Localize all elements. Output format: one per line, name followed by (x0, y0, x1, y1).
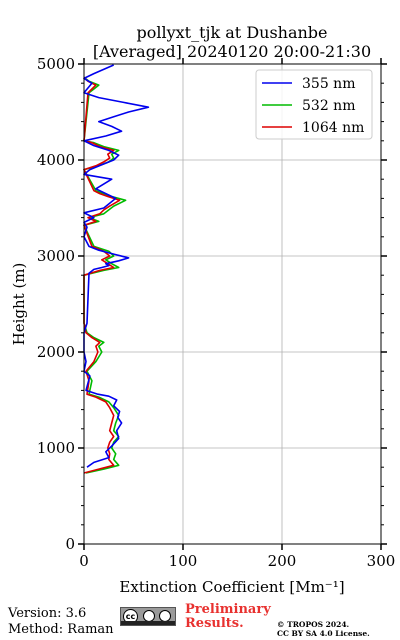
y-tick-label: 0 (65, 535, 75, 553)
y-tick-label: 5000 (37, 55, 75, 73)
chart-title: pollyxt_tjk at Dushanbe (136, 23, 327, 42)
copyright-line-1: © TROPOS 2024. (277, 620, 350, 629)
series-line-355-nm (83, 64, 150, 468)
grid-lines (84, 64, 381, 544)
cc-license-badge: cc (120, 607, 176, 626)
y-tick-label: 1000 (37, 439, 75, 457)
y-axis-label: Height (m) (10, 263, 28, 346)
extinction-profile-chart: pollyxt_tjk at Dushanbe [Averaged] 20240… (10, 23, 396, 596)
y-tick-label: 4000 (37, 151, 75, 169)
series-line-1064-nm (83, 76, 121, 474)
x-tick-label: 300 (367, 552, 396, 570)
legend: 355 nm 532 nm 1064 nm (255, 69, 373, 140)
y-tick-label: 3000 (37, 247, 75, 265)
series-line-532-nm (83, 76, 127, 474)
legend-label: 355 nm (302, 76, 355, 92)
preliminary-notice: Preliminary Results. (185, 602, 271, 631)
copyright-line-2: CC BY SA 4.0 License. (277, 629, 370, 638)
legend-label: 1064 nm (302, 120, 364, 136)
x-tick-label: 100 (169, 552, 198, 570)
badge-strip (121, 621, 175, 625)
plot-area-frame (83, 63, 382, 545)
legend-label: 532 nm (302, 98, 355, 114)
method-text: Method: Raman (8, 622, 114, 637)
x-tick-label: 0 (79, 552, 89, 570)
legend-box (255, 69, 373, 140)
x-axis-label: Extinction Coefficient [Mm⁻¹] (119, 578, 344, 596)
version-text: Version: 3.6 (8, 606, 87, 621)
chart-subtitle: [Averaged] 20240120 20:00-21:30 (93, 42, 371, 61)
y-tick-label: 2000 (37, 343, 75, 361)
series-lines (83, 64, 150, 474)
x-tick-label: 200 (268, 552, 297, 570)
